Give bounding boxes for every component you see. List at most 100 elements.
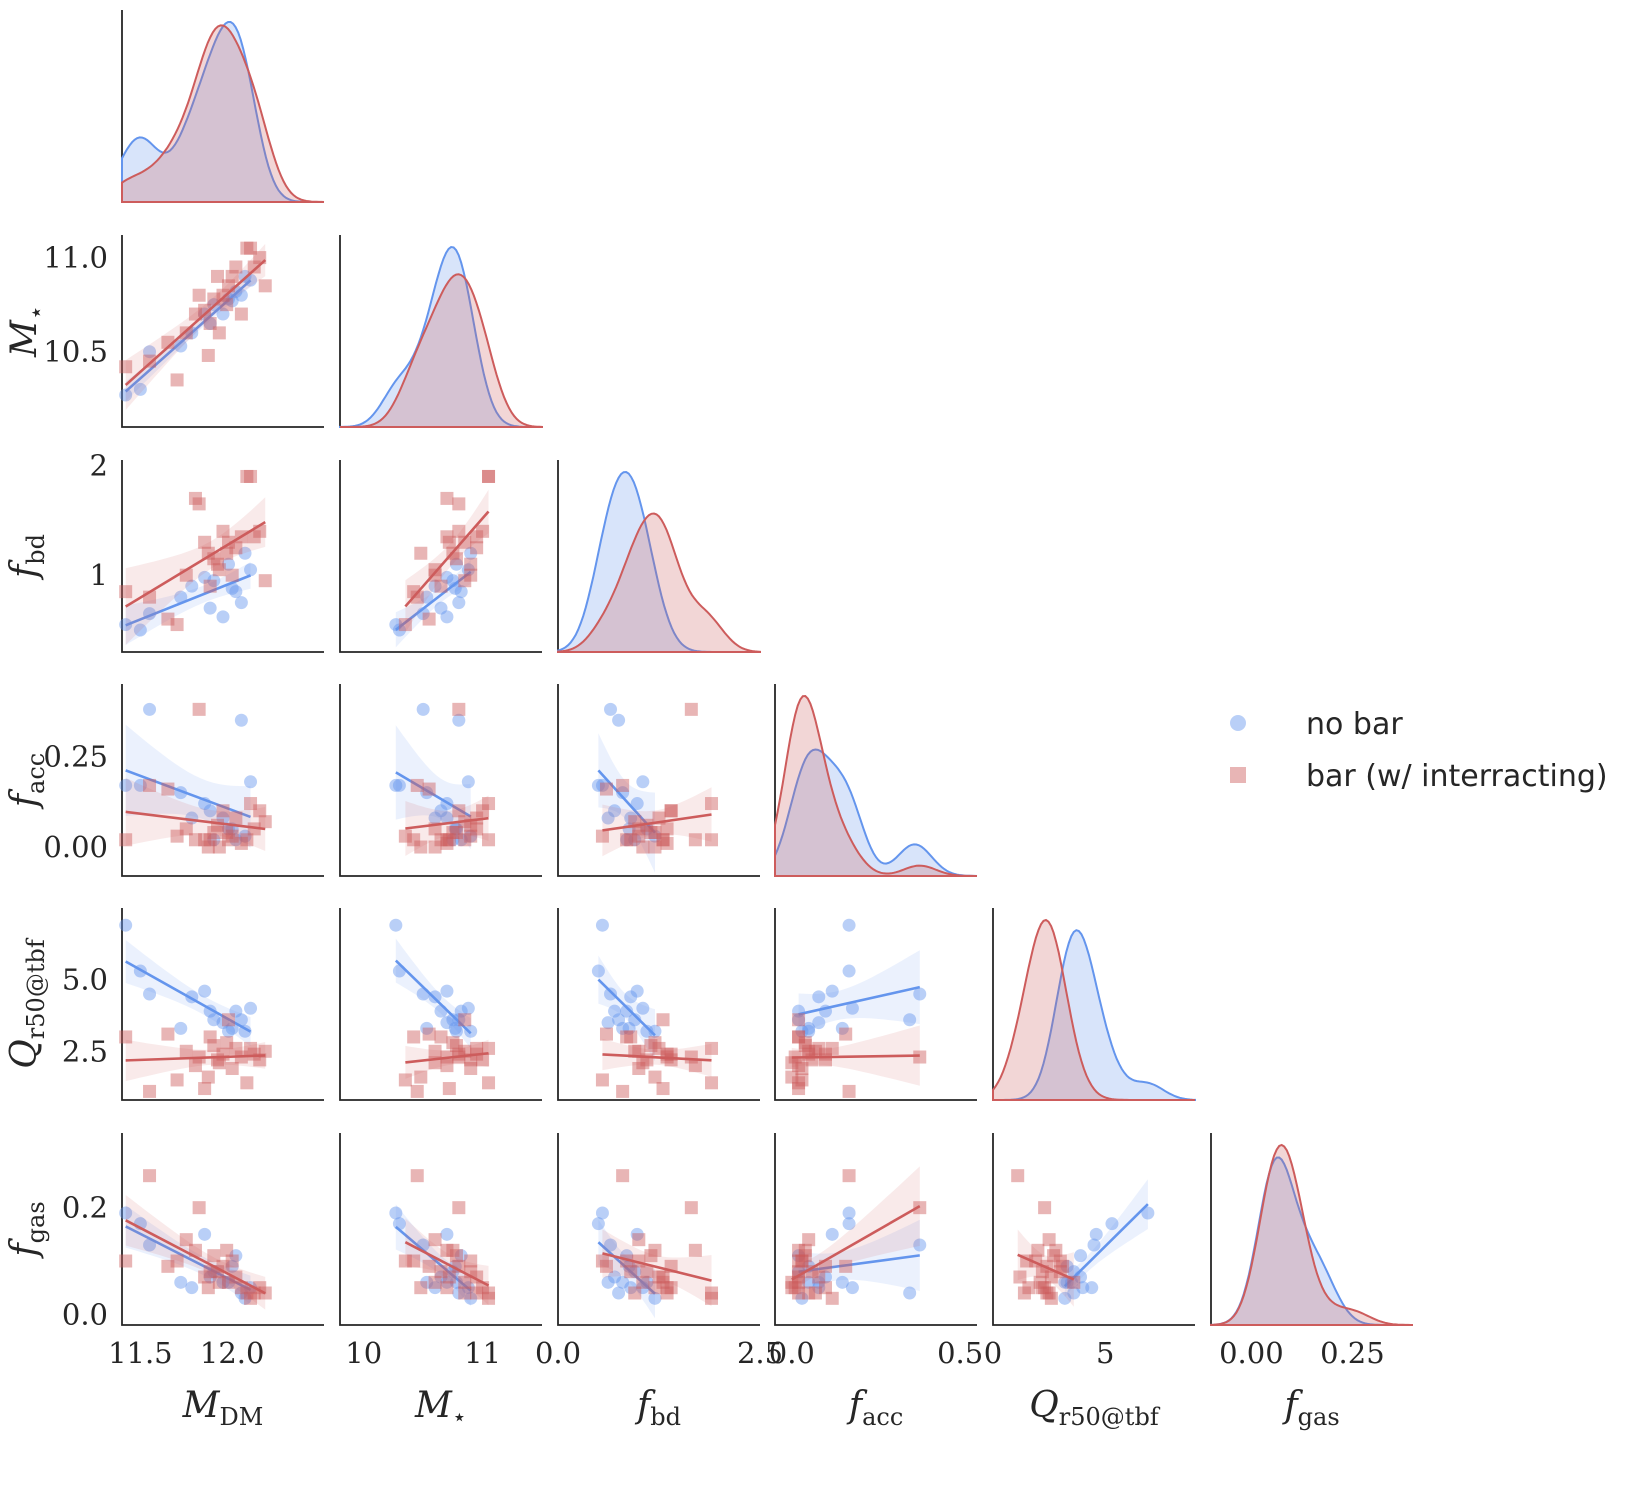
point-bar <box>788 1281 802 1295</box>
fit-line-no-bar <box>798 985 921 1016</box>
point-no-bar <box>795 1291 809 1305</box>
point-bar <box>464 829 478 843</box>
point-bar <box>648 826 662 840</box>
point-bar <box>636 1275 650 1289</box>
point-bar <box>688 833 702 847</box>
point-no-bar <box>903 1286 917 1300</box>
point-bar <box>839 1027 853 1041</box>
point-bar <box>203 316 217 330</box>
point-bar <box>640 1265 654 1279</box>
point-no-bar <box>636 775 650 789</box>
point-bar <box>203 579 217 593</box>
fit-line-no-bar <box>597 1241 656 1295</box>
point-bar <box>1047 1249 1061 1263</box>
point-bar <box>652 1270 666 1284</box>
point-no-bar <box>604 987 618 1001</box>
point-no-bar <box>229 585 243 599</box>
point-bar <box>225 568 239 582</box>
ci-band-no-bar <box>1064 1179 1148 1298</box>
point-bar <box>839 1259 853 1273</box>
point-bar <box>212 326 226 340</box>
point-bar <box>1040 1286 1054 1300</box>
point-bar <box>240 833 254 847</box>
point-bar <box>656 1013 670 1027</box>
point-bar <box>648 1243 662 1257</box>
point-bar <box>407 833 421 847</box>
point-bar <box>684 1050 698 1064</box>
point-bar <box>422 1259 436 1273</box>
point-no-bar <box>624 1281 638 1295</box>
point-bar <box>240 241 254 255</box>
point-bar <box>464 1254 478 1268</box>
point-bar <box>207 1249 221 1263</box>
point-bar <box>664 804 678 818</box>
ci-band-no-bar <box>125 1205 251 1305</box>
point-bar <box>476 804 490 818</box>
ci-band-no-bar <box>798 950 920 1036</box>
point-bar <box>440 491 454 505</box>
point-bar <box>188 491 202 505</box>
point-bar <box>414 1281 428 1295</box>
point-no-bar <box>819 1270 832 1284</box>
point-no-bar <box>842 964 856 978</box>
point-bar <box>225 829 239 843</box>
point-no-bar <box>428 579 442 593</box>
point-no-bar <box>812 1281 826 1295</box>
point-bar <box>458 574 472 588</box>
point-bar <box>225 1254 239 1268</box>
point-bar <box>792 1013 806 1027</box>
point-no-bar <box>903 1013 917 1027</box>
panel-mstar-vs-mstar <box>339 235 543 428</box>
point-no-bar <box>913 1238 927 1252</box>
point-bar <box>595 1254 609 1268</box>
point-bar <box>201 348 215 362</box>
point-bar <box>428 1233 442 1247</box>
point-bar <box>632 1061 646 1075</box>
point-no-bar <box>1060 1259 1074 1273</box>
point-no-bar <box>1065 1275 1079 1289</box>
point-no-bar <box>434 1004 448 1018</box>
point-bar <box>808 1286 822 1300</box>
axis-spine <box>339 460 542 653</box>
point-bar <box>216 804 230 818</box>
point-no-bar <box>620 1004 634 1018</box>
point-no-bar <box>913 987 927 1001</box>
point-no-bar <box>392 778 406 792</box>
point-bar <box>220 298 234 312</box>
point-bar <box>398 618 412 632</box>
point-bar <box>656 1275 670 1289</box>
point-bar <box>434 833 448 847</box>
point-bar <box>210 557 224 571</box>
point-bar <box>705 833 719 847</box>
point-bar <box>802 1286 816 1300</box>
point-bar <box>398 829 412 843</box>
ci-band-no-bar <box>395 559 471 648</box>
point-no-bar <box>174 339 188 353</box>
point-no-bar <box>133 778 147 792</box>
fit-line-bar <box>1017 1253 1075 1281</box>
xlabel-fbd: fbd <box>634 1385 681 1431</box>
fit-line-no-bar <box>597 769 656 834</box>
ylabel-q: Qr50@tbf <box>4 937 50 1069</box>
point-no-bar <box>143 1238 157 1252</box>
kde-no-bar <box>339 245 542 428</box>
point-bar <box>428 563 442 577</box>
axis-spine <box>121 460 324 653</box>
point-no-bar <box>229 1004 243 1018</box>
point-no-bar <box>440 610 454 624</box>
point-bar <box>652 1041 666 1055</box>
point-no-bar <box>461 563 475 577</box>
point-bar <box>258 815 272 829</box>
point-no-bar <box>203 804 217 818</box>
point-no-bar <box>143 702 157 716</box>
point-bar <box>792 1275 806 1289</box>
point-bar <box>240 1076 254 1090</box>
point-bar <box>632 829 646 843</box>
point-no-bar <box>143 345 157 359</box>
point-bar <box>179 326 193 340</box>
point-no-bar <box>612 1286 626 1300</box>
point-bar <box>192 702 206 716</box>
point-no-bar <box>835 1275 849 1289</box>
xtick-label: 11 <box>464 1336 501 1370</box>
